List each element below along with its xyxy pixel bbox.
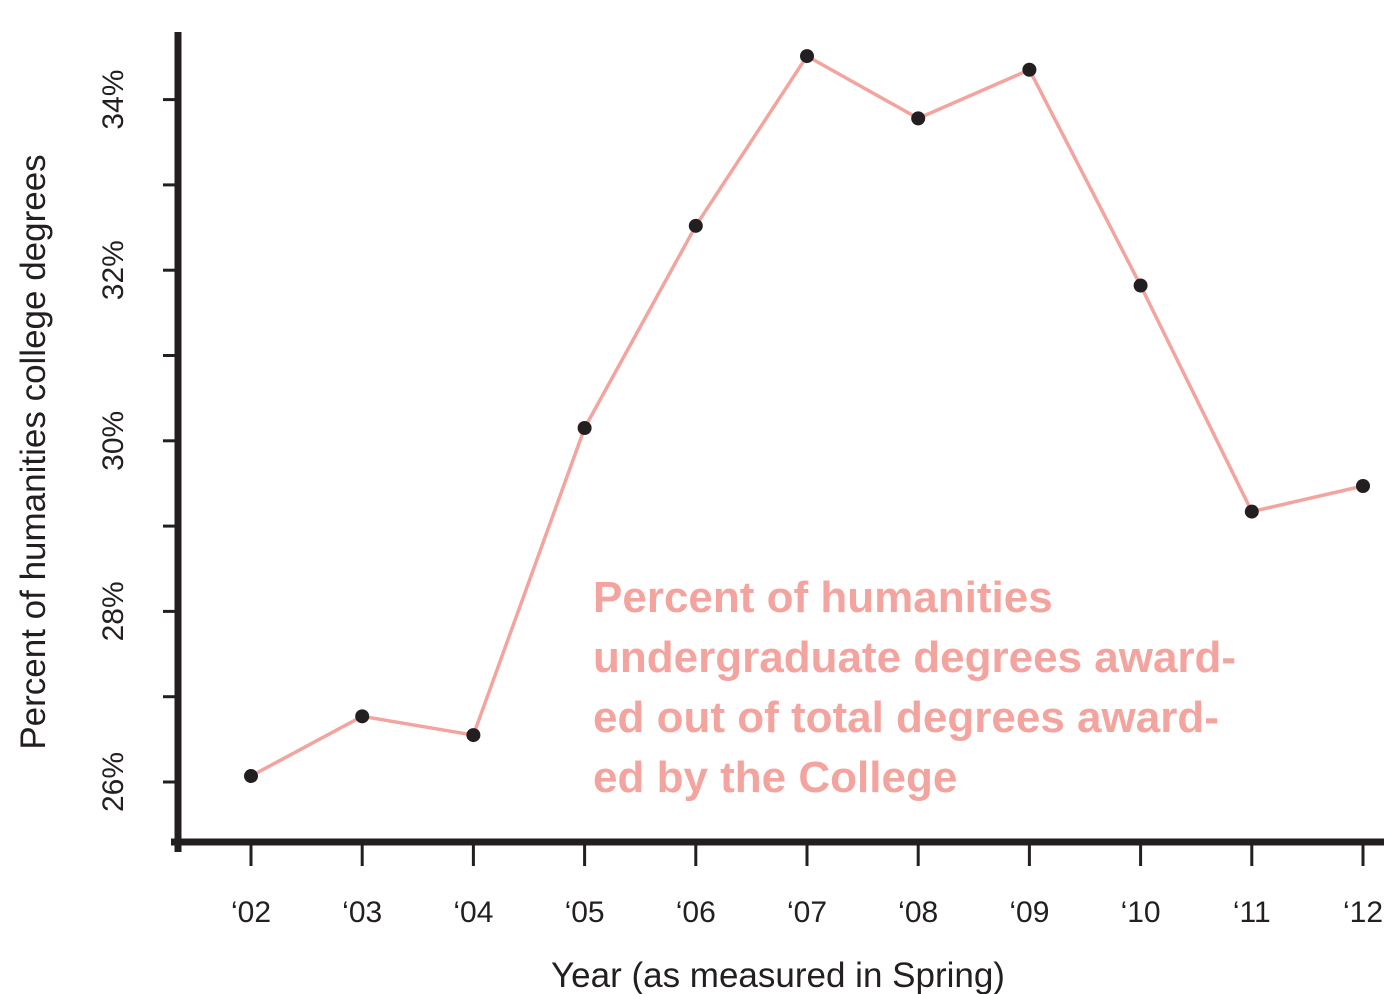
- y-tick-label: 26%: [97, 752, 130, 812]
- data-point: [577, 421, 592, 436]
- y-tick-label: 32%: [97, 240, 130, 300]
- annotation-line: Percent of humanities: [593, 573, 1053, 622]
- data-point: [1133, 278, 1148, 293]
- x-tick-label: ‘05: [565, 896, 605, 929]
- y-tick-label: 30%: [97, 411, 130, 471]
- x-tick-label: ‘10: [1121, 896, 1161, 929]
- x-axis-ticks: ‘02 ‘03 ‘04 ‘05 ‘06 ‘07 ‘08 ‘09 ‘10 ‘11 ‘12: [231, 842, 1383, 929]
- data-point: [244, 769, 258, 784]
- x-axis-title: Year (as measured in Spring): [551, 956, 1005, 994]
- data-point: [466, 728, 481, 743]
- data-series: [244, 49, 1370, 784]
- x-tick-label: ‘06: [676, 896, 716, 929]
- x-tick-label: ‘03: [342, 896, 382, 929]
- annotation-line: ed by the College: [593, 753, 957, 802]
- x-tick-label: ‘12: [1343, 896, 1383, 929]
- x-tick-label: ‘08: [898, 896, 938, 929]
- x-tick-label: ‘04: [453, 896, 493, 929]
- x-tick-label: ‘11: [1233, 896, 1271, 929]
- data-point: [1022, 62, 1037, 77]
- x-tick-label: ‘02: [231, 896, 271, 929]
- data-point: [1244, 504, 1259, 519]
- y-axis-ticks: 26% 28% 30% 32% 34%: [97, 70, 178, 812]
- annotation-line: undergraduate degrees award-: [593, 633, 1236, 682]
- x-tick-label: ‘07: [787, 896, 827, 929]
- data-point: [1356, 479, 1370, 494]
- y-axis-title: Percent of humanities college degrees: [14, 154, 53, 749]
- y-tick-label: 34%: [97, 70, 130, 130]
- chart-annotation: Percent of humanities undergraduate degre…: [593, 573, 1236, 802]
- data-point: [355, 709, 370, 724]
- x-tick-label: ‘09: [1009, 896, 1049, 929]
- annotation-line: ed out of total degrees award-: [593, 693, 1219, 742]
- data-point: [688, 218, 703, 233]
- data-point: [800, 49, 814, 64]
- y-tick-label: 28%: [97, 581, 130, 641]
- data-point: [911, 111, 926, 126]
